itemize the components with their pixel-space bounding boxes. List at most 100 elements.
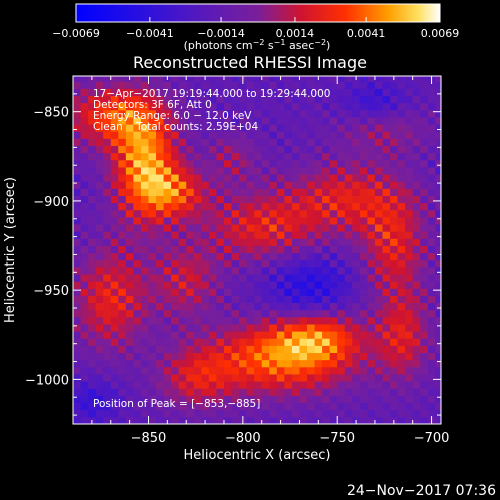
heatmap-cell: [352, 309, 361, 318]
heatmap-cell: [80, 167, 89, 175]
heatmap-cell: [216, 338, 225, 346]
heatmap-cell: [352, 109, 361, 118]
heatmap-cell: [412, 331, 421, 339]
heatmap-cell: [133, 202, 142, 211]
heatmap-cell: [193, 352, 202, 361]
heatmap-cell: [118, 209, 127, 218]
heatmap-cell: [148, 388, 157, 396]
heatmap-cell: [216, 331, 225, 339]
heatmap-cell: [231, 124, 240, 132]
heatmap-cell: [73, 181, 81, 189]
heatmap-cell: [337, 138, 346, 146]
heatmap-cell: [216, 402, 225, 411]
heatmap-cell: [73, 302, 81, 311]
heatmap-cell: [223, 345, 232, 354]
heatmap-cell: [73, 152, 81, 161]
heatmap-cell: [156, 245, 164, 254]
heatmap-cell: [186, 281, 195, 289]
heatmap-cell: [125, 366, 134, 375]
heatmap-cell: [231, 259, 240, 268]
heatmap-cell: [420, 95, 429, 104]
heatmap-cell: [103, 174, 112, 182]
heatmap-cell: [329, 359, 338, 368]
heatmap-cell: [374, 281, 383, 289]
heatmap-cell: [125, 124, 134, 132]
heatmap-cell: [88, 117, 97, 125]
heatmap-cell: [148, 331, 157, 339]
heatmap-cell: [427, 109, 436, 118]
heatmap-cell: [73, 416, 81, 424]
heatmap-cell: [95, 295, 104, 304]
heatmap-cell: [367, 102, 376, 111]
heatmap-cell: [412, 224, 421, 232]
heatmap-cell: [88, 359, 97, 368]
heatmap-cell: [73, 138, 81, 146]
heatmap-cell: [103, 188, 112, 196]
heatmap-cell: [420, 81, 429, 89]
heatmap-cell: [276, 202, 285, 211]
heatmap-cell: [314, 224, 323, 232]
heatmap-cell: [223, 145, 232, 154]
heatmap-cell: [80, 395, 89, 403]
heatmap-cell: [299, 95, 308, 104]
heatmap-cell: [390, 145, 398, 154]
heatmap-cell: [397, 88, 406, 97]
heatmap-cell: [163, 95, 172, 104]
heatmap-cell: [412, 395, 421, 403]
heatmap-cell: [299, 374, 308, 382]
heatmap-cell: [156, 76, 164, 82]
heatmap-cell: [208, 345, 217, 354]
heatmap-cell: [216, 381, 225, 389]
heatmap-cell: [140, 117, 149, 125]
heatmap-cell: [216, 352, 225, 361]
heatmap-cell: [291, 352, 300, 361]
heatmap-cell: [435, 81, 441, 89]
heatmap-cell: [390, 302, 398, 311]
heatmap-cell: [163, 359, 172, 368]
heatmap-cell: [95, 288, 104, 296]
heatmap-cell: [427, 331, 436, 339]
heatmap-cell: [118, 309, 127, 318]
heatmap-cell: [133, 274, 142, 282]
heatmap-cell: [322, 266, 331, 275]
heatmap-cell: [397, 374, 406, 382]
heatmap-cell: [367, 274, 376, 282]
heatmap-cell: [208, 338, 217, 346]
heatmap-cell: [412, 252, 421, 261]
heatmap-cell: [344, 316, 353, 325]
heatmap-cell: [276, 95, 285, 104]
heatmap-cell: [284, 366, 293, 375]
heatmap-cell: [269, 174, 278, 182]
heatmap-cell: [171, 274, 180, 282]
heatmap-cell: [382, 88, 391, 97]
heatmap-cell: [322, 274, 331, 282]
heatmap-cell: [193, 416, 202, 424]
heatmap-cell: [337, 131, 346, 139]
heatmap-cell: [201, 331, 210, 339]
heatmap-cell: [420, 174, 429, 182]
heatmap-cell: [269, 259, 278, 268]
heatmap-cell: [73, 352, 81, 361]
heatmap-cell: [88, 366, 97, 375]
heatmap-cell: [231, 209, 240, 218]
heatmap-cell: [80, 352, 89, 361]
heatmap-cell: [412, 88, 421, 97]
heatmap-cell: [276, 124, 285, 132]
heatmap-cell: [103, 331, 112, 339]
heatmap-cell: [163, 224, 172, 232]
heatmap-cell: [95, 145, 104, 154]
heatmap-cell: [344, 195, 353, 204]
heatmap-cell: [291, 181, 300, 189]
heatmap-cell: [239, 202, 248, 211]
heatmap-cell: [239, 295, 248, 304]
heatmap-cell: [125, 388, 134, 396]
heatmap-cell: [412, 259, 421, 268]
heatmap-cell: [299, 395, 308, 403]
heatmap-cell: [201, 302, 210, 311]
heatmap-cell: [95, 259, 104, 268]
heatmap-cell: [359, 402, 368, 411]
heatmap-cell: [412, 416, 421, 424]
heatmap-cell: [223, 181, 232, 189]
heatmap-cell: [223, 266, 232, 275]
heatmap-cell: [412, 167, 421, 175]
